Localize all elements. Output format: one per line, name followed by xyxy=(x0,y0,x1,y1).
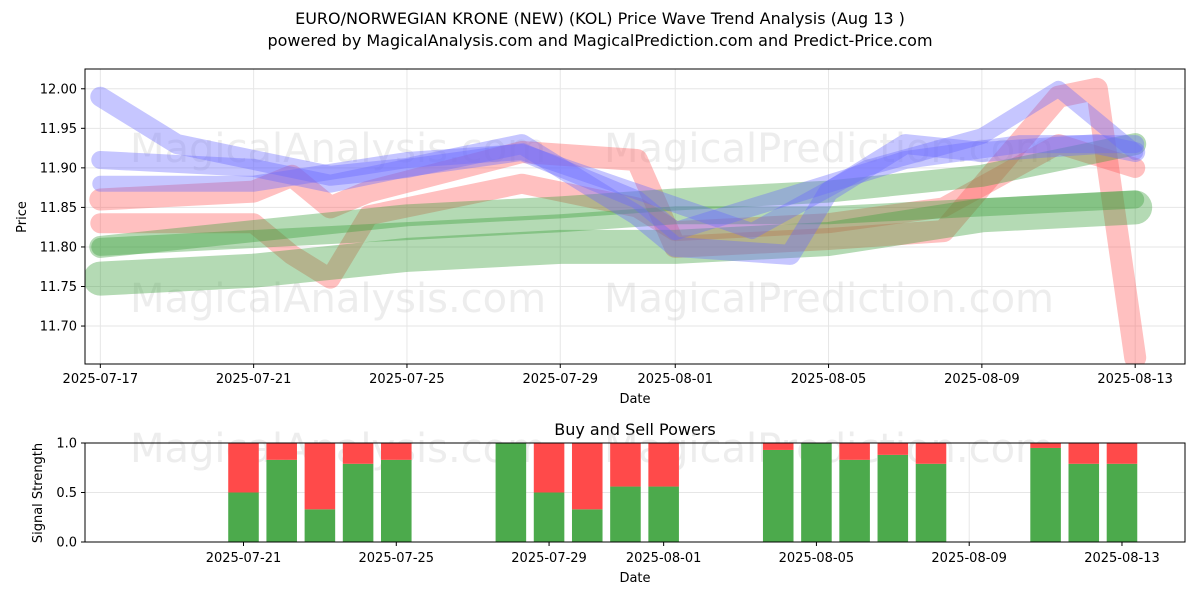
signal-xlabel: Date xyxy=(619,571,650,586)
watermark-prediction-bottom: MagicalPrediction.com xyxy=(604,276,1054,322)
price-ytick-label: 11.95 xyxy=(40,122,77,137)
signal-title: Buy and Sell Powers xyxy=(554,420,716,439)
wave-blue-wave-3 xyxy=(92,80,1144,240)
price-xtick-label: 2025-07-17 xyxy=(63,372,139,387)
buy-bar xyxy=(228,492,259,542)
wave-green-wave-1 xyxy=(85,190,1153,296)
signal-xtick-label: 2025-08-05 xyxy=(779,551,855,566)
sell-bar xyxy=(1068,443,1100,464)
price-ytick-label: 12.00 xyxy=(40,82,77,97)
chart-subtitle: powered by MagicalAnalysis.com and Magic… xyxy=(267,31,933,50)
signal-xtick-label: 2025-08-13 xyxy=(1084,551,1160,566)
buy-bar xyxy=(801,443,832,542)
sell-bar xyxy=(648,443,679,487)
buy-bar xyxy=(495,443,527,542)
buy-bar xyxy=(342,463,374,542)
sell-bar xyxy=(1030,443,1061,448)
sell-bar xyxy=(304,443,336,510)
watermark-analysis-lower: MagicalAnalysis.com xyxy=(130,426,546,472)
sell-bar xyxy=(839,443,870,460)
wave-red-wave-2 xyxy=(90,134,1146,289)
wave-red-wave-1 xyxy=(89,77,1147,364)
signal-panel: Buy and Sell Powers MagicalAnalysis.com … xyxy=(31,420,1186,586)
wave-green-wave-2 xyxy=(89,133,1147,258)
price-xlabel: Date xyxy=(619,392,650,407)
buy-bar xyxy=(1068,463,1100,542)
buy-bar xyxy=(1106,463,1138,542)
price-xtick-label: 2025-08-09 xyxy=(944,372,1020,387)
buy-bar xyxy=(304,509,336,542)
signal-ytick-label: 0.0 xyxy=(56,536,77,551)
watermark-prediction-top: MagicalPrediction.com xyxy=(604,126,1054,172)
buy-bar xyxy=(648,486,679,542)
buy-bar xyxy=(381,459,412,542)
buy-bar xyxy=(915,463,947,542)
buy-bar xyxy=(533,492,565,542)
sell-bar xyxy=(762,443,794,450)
price-panel: MagicalAnalysis.com MagicalPrediction.co… xyxy=(15,68,1186,407)
price-ylabel: Price xyxy=(15,201,30,233)
price-ytick-label: 11.85 xyxy=(40,201,77,216)
signal-xtick-label: 2025-07-21 xyxy=(206,551,282,566)
sell-bar xyxy=(228,443,259,493)
buy-bar xyxy=(610,486,641,542)
price-xtick-label: 2025-07-29 xyxy=(522,372,598,387)
sell-bar xyxy=(1106,443,1138,464)
signal-ylabel: Signal Strength xyxy=(31,443,46,543)
price-xtick-label: 2025-08-05 xyxy=(791,372,867,387)
price-xtick-label: 2025-07-25 xyxy=(369,372,445,387)
signal-ytick-label: 1.0 xyxy=(56,437,77,452)
sell-bar xyxy=(381,443,412,460)
buy-bar xyxy=(877,454,909,542)
sell-bar xyxy=(266,443,297,460)
price-ytick-label: 11.90 xyxy=(40,161,77,176)
signal-xtick-label: 2025-07-29 xyxy=(511,551,587,566)
wave-blue-wave-2 xyxy=(91,135,1145,241)
watermark-analysis-bottom: MagicalAnalysis.com xyxy=(130,276,546,322)
sell-bar xyxy=(915,443,947,464)
buy-bar xyxy=(571,509,603,542)
wave-blue-wave-1 xyxy=(90,86,1146,265)
sell-bar xyxy=(533,443,565,493)
signal-xtick-label: 2025-07-25 xyxy=(359,551,435,566)
signal-ytick-label: 0.5 xyxy=(56,486,77,501)
price-xtick-label: 2025-08-01 xyxy=(637,372,713,387)
chart-title: EURO/NORWEGIAN KRONE (NEW) (KOL) Price W… xyxy=(295,9,905,28)
buy-bar xyxy=(266,459,297,542)
price-ytick-label: 11.80 xyxy=(40,240,77,255)
buy-bar xyxy=(1030,447,1061,542)
price-xtick-label: 2025-07-21 xyxy=(216,372,292,387)
wave-green-wave-3 xyxy=(91,190,1145,256)
buy-bar xyxy=(839,459,870,542)
signal-xtick-label: 2025-08-09 xyxy=(931,551,1007,566)
price-plot-frame xyxy=(84,68,1186,365)
sell-bar xyxy=(571,443,603,510)
sell-bar xyxy=(877,443,909,455)
sell-bar xyxy=(610,443,641,487)
sell-bar xyxy=(342,443,374,464)
watermark-analysis-top: MagicalAnalysis.com xyxy=(130,126,546,172)
signal-xtick-label: 2025-08-01 xyxy=(626,551,702,566)
price-xtick-label: 2025-08-13 xyxy=(1097,372,1173,387)
price-ytick-label: 11.70 xyxy=(40,320,77,335)
buy-bar xyxy=(762,449,794,542)
price-ytick-label: 11.75 xyxy=(40,280,77,295)
